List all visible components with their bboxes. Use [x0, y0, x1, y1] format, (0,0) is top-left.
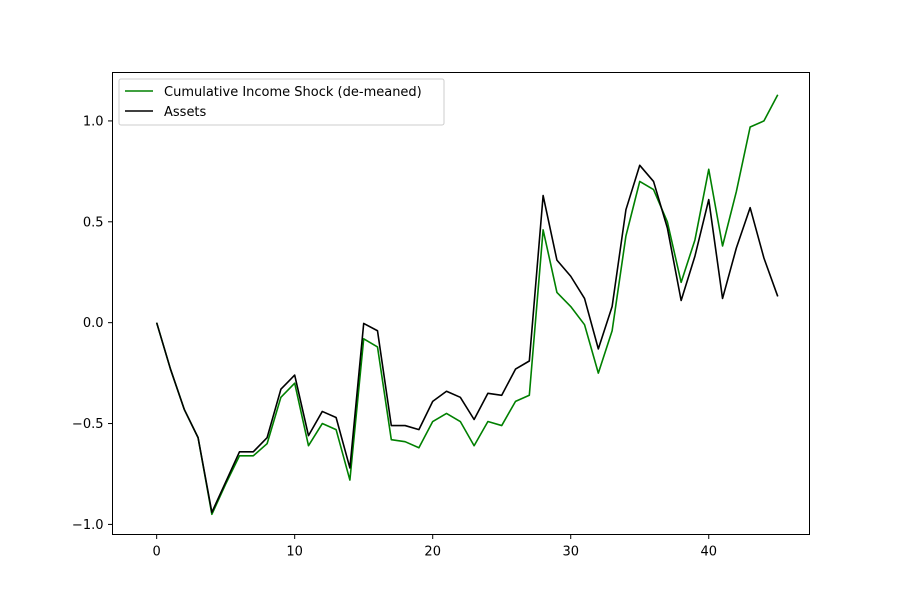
y-tick-label: −1.0 [72, 518, 104, 533]
y-tick-label: −0.5 [72, 417, 104, 432]
x-axis-ticks: 0 10 20 30 40 [153, 534, 717, 560]
x-tick-label: 0 [153, 545, 161, 560]
plot-area-frame [112, 72, 810, 535]
x-tick-label: 10 [286, 545, 303, 560]
y-tick-label: 1.0 [83, 114, 104, 129]
axes-layer [112, 72, 810, 535]
legend-box [118, 78, 445, 126]
legend-label-assets: Assets [164, 105, 207, 120]
y-tick-label: 0.5 [83, 215, 104, 230]
x-tick-label: 40 [700, 545, 717, 560]
series-layer [155, 94, 779, 516]
series-line-income-shock [155, 94, 779, 516]
legend-label-income-shock: Cumulative Income Shock (de-meaned) [164, 85, 422, 100]
series-line-assets [155, 164, 779, 514]
x-tick-label: 30 [562, 545, 579, 560]
x-tick-label: 20 [424, 545, 441, 560]
legend: Cumulative Income Shock (de-meaned) Asse… [118, 78, 445, 126]
y-axis-ticks: −1.0 −0.5 0.0 0.5 1.0 [72, 114, 113, 533]
y-tick-label: 0.0 [83, 316, 104, 331]
